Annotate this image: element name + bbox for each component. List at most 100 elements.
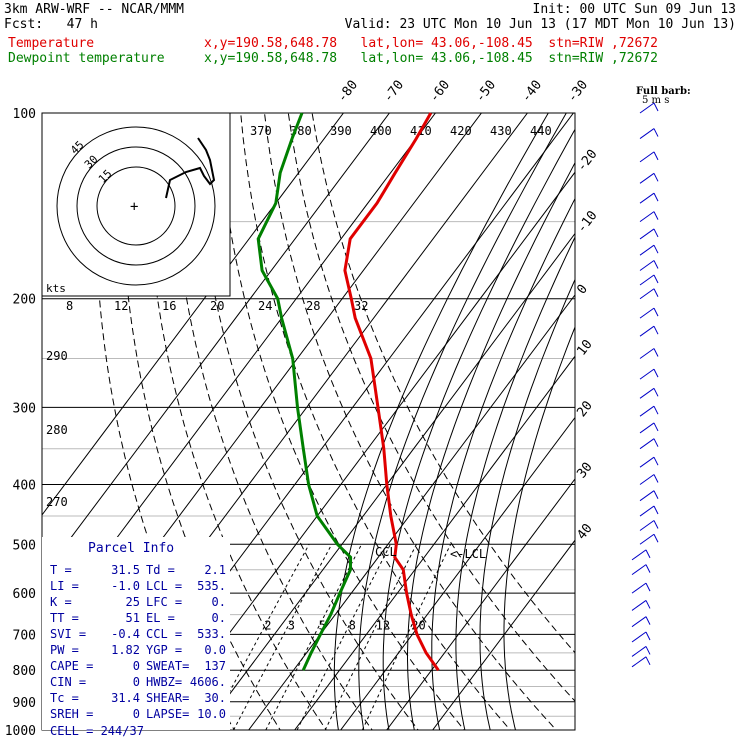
- wind-barb-flag: [653, 325, 659, 335]
- moist-adiabat: [431, 197, 575, 730]
- isotherm-label: 0: [574, 282, 591, 297]
- parcel-value: -0.4: [111, 627, 140, 641]
- parcel-value: 535.: [197, 579, 226, 593]
- mixing-ratio-line: [296, 544, 391, 730]
- pressure-label: 400: [13, 478, 36, 493]
- wind-barb: [631, 656, 647, 668]
- dewpoint-legend-info: x,y=190.58,648.78 lat,lon= 43.06,-108.45…: [204, 51, 658, 66]
- mixing-ratio-label: 3: [288, 618, 295, 632]
- isotherm-label: -50: [473, 78, 499, 106]
- wind-barb: [639, 325, 655, 337]
- wind-barb: [639, 474, 655, 485]
- parcel-key: LI =: [50, 579, 79, 593]
- hodograph-speed-label: 24: [258, 299, 272, 313]
- theta-e-label: 370: [250, 124, 272, 138]
- parcel-value: 0: [133, 707, 140, 721]
- isotherm-label: -30: [565, 78, 591, 106]
- ccl-label: CCL: [375, 545, 397, 559]
- pressure-label: 200: [13, 293, 36, 308]
- wind-barb: [639, 211, 655, 223]
- wind-barb: [639, 368, 655, 380]
- hodograph-speed-label: 8: [66, 299, 73, 313]
- pressure-label: 500: [13, 538, 36, 553]
- wind-barb-flag: [645, 646, 651, 655]
- theta-e-label: 440: [530, 124, 552, 138]
- wind-barb-flag: [653, 173, 659, 182]
- wind-barb-flag: [645, 549, 651, 559]
- pressure-label: 700: [13, 628, 36, 643]
- hodograph-speed-label: 16: [162, 299, 176, 313]
- parcel-key: LCL =: [146, 579, 182, 593]
- parcel-title: Parcel Info: [88, 541, 174, 556]
- isotherm-label: -70: [381, 78, 407, 106]
- wind-barb-flag: [653, 307, 659, 317]
- isotherm: [42, 113, 344, 516]
- wind-barb: [631, 600, 647, 611]
- moist-adiabat: [358, 113, 567, 730]
- mixing-ratio-line: [324, 544, 417, 730]
- moist-adiabat: [333, 113, 549, 730]
- wind-barb-flag: [653, 534, 659, 543]
- wind-barb-flag: [653, 228, 659, 238]
- dewpoint-legend-label: Dewpoint temperature: [8, 51, 165, 66]
- parcel-key: T =: [50, 563, 72, 577]
- wind-barb: [639, 505, 655, 517]
- wind-barb: [639, 260, 655, 271]
- wind-barb: [639, 228, 655, 240]
- parcel-key: CAPE =: [50, 659, 93, 673]
- isotherm: [432, 539, 575, 730]
- wind-barb-flag: [645, 616, 651, 625]
- isotherm: [294, 355, 575, 730]
- wind-barb-flag: [645, 631, 651, 641]
- wind-barb: [639, 288, 655, 300]
- theta-e-label: 430: [490, 124, 512, 138]
- parcel-value: 4606.: [190, 675, 226, 689]
- isotherm: [202, 232, 575, 730]
- parcel-key: LAPSE=: [146, 707, 189, 721]
- wind-barb: [631, 564, 647, 576]
- wind-barb: [639, 490, 655, 502]
- theta-label: 290: [46, 349, 68, 363]
- wind-barb-flag: [645, 564, 651, 573]
- parcel-value: 10.0: [197, 707, 226, 721]
- isotherm-label: 30: [574, 460, 595, 482]
- hodograph-speed-label: 28: [306, 299, 320, 313]
- wind-barb: [639, 128, 655, 139]
- pressure-label: 900: [13, 696, 36, 711]
- wind-barb-flag: [653, 520, 659, 529]
- wind-barb: [639, 307, 655, 319]
- valid-time: Valid: 23 UTC Mon 10 Jun 13 (17 MDT Mon …: [344, 17, 736, 32]
- parcel-key: SWEAT=: [146, 659, 189, 673]
- wind-barb-flag: [653, 348, 659, 357]
- dry-adiabat: [287, 113, 575, 702]
- wind-barb: [639, 244, 655, 256]
- parcel-key: CCL =: [146, 627, 182, 641]
- wind-barb-flag: [653, 288, 659, 297]
- hodograph-ring: [56, 126, 216, 286]
- wind-barb-flag: [653, 102, 659, 112]
- wind-barb: [631, 582, 647, 594]
- wind-barb: [639, 192, 655, 204]
- isotherm-label: -60: [427, 78, 453, 106]
- parcel-key: TT =: [50, 611, 79, 625]
- hodograph-speed-label: 12: [114, 299, 128, 313]
- lcl-label: <-LCL: [450, 547, 486, 561]
- pressure-label: 100: [13, 107, 36, 122]
- parcel-box: [42, 537, 230, 730]
- theta-label: 280: [46, 423, 68, 437]
- wind-barb-flag: [653, 211, 659, 220]
- hodograph-center: +: [130, 199, 138, 215]
- theta-e-label: 400: [370, 124, 392, 138]
- parcel-key: HWBZ=: [146, 675, 182, 689]
- isotherm-label: -80: [335, 78, 361, 106]
- wind-barb: [639, 520, 655, 531]
- full-barb-label: Full barb:: [636, 86, 691, 97]
- wind-barb-flag: [653, 456, 659, 466]
- wind-barb: [639, 102, 655, 114]
- dry-adiabat: [264, 113, 557, 730]
- isotherm-label: -10: [574, 208, 600, 236]
- dry-adiabat: [168, 113, 373, 730]
- wind-barb: [639, 348, 655, 359]
- wind-barb: [631, 549, 647, 561]
